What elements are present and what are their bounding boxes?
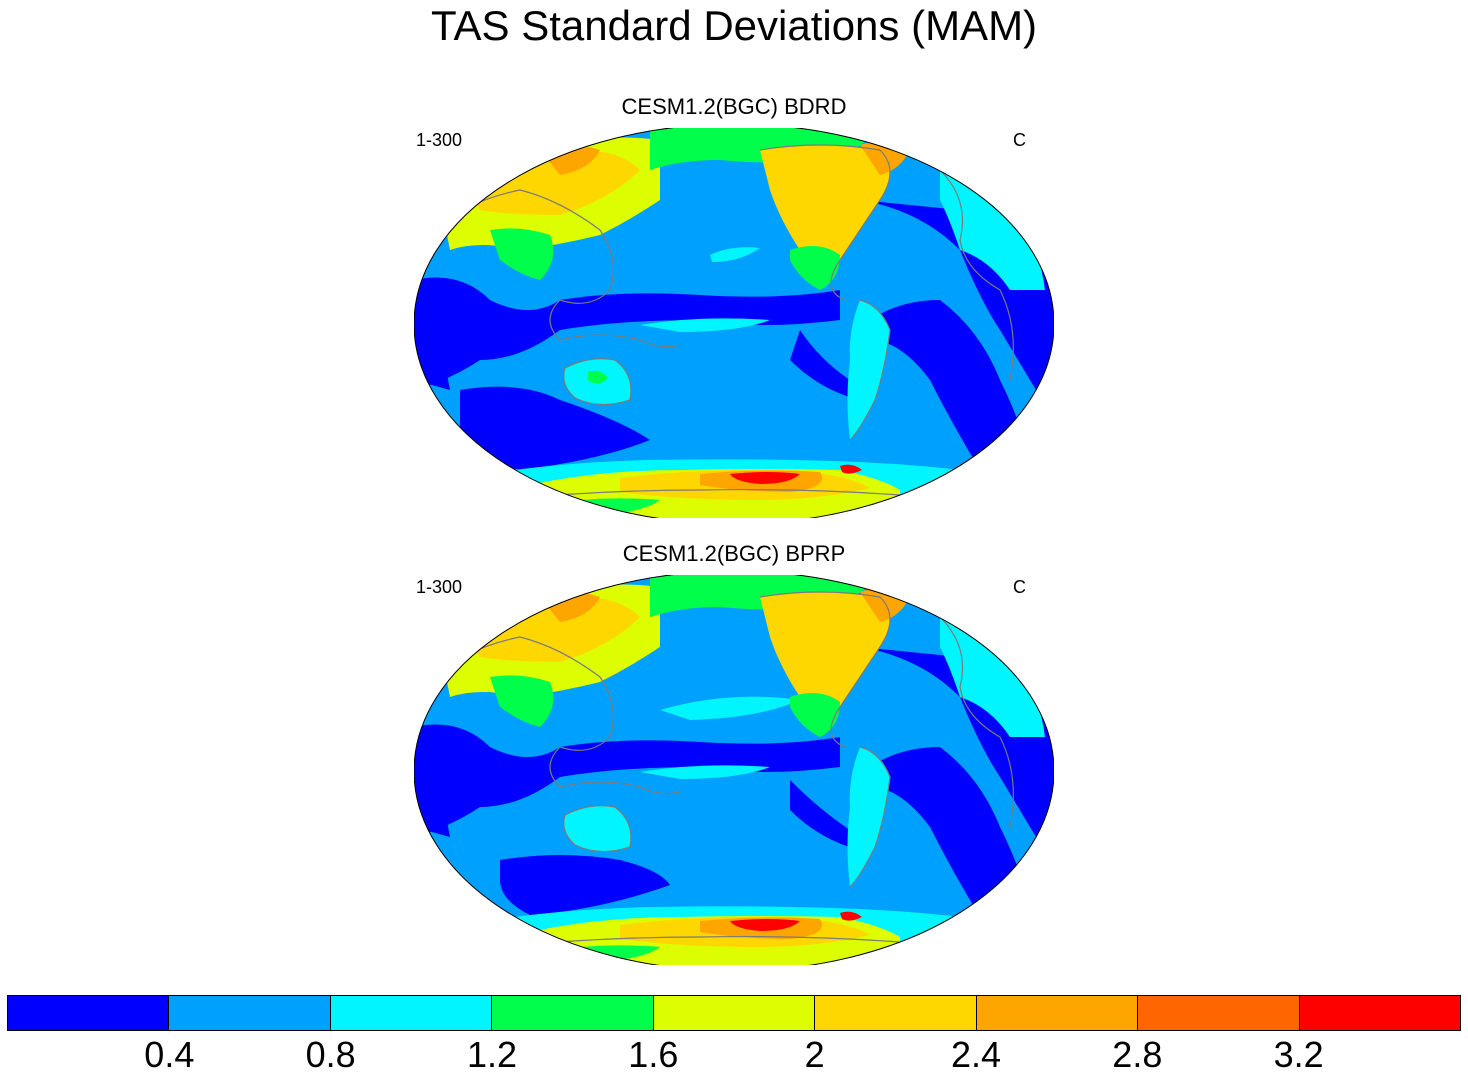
antarctica-region: [840, 911, 862, 921]
north-america-region: [880, 135, 900, 146]
asia-region: [470, 150, 640, 215]
moderate-variance-region: [640, 318, 770, 332]
europe-region: [940, 170, 1045, 290]
north-america-region: [790, 246, 840, 290]
colorbar-segment: [653, 996, 816, 1030]
colorbar: [7, 995, 1461, 1031]
low-variance-region: [870, 300, 1030, 470]
colorbar-tick-label: 2.4: [950, 1034, 1002, 1075]
moderate-variance-region: [640, 765, 770, 779]
low-variance-region: [500, 855, 670, 915]
low-variance-region: [870, 747, 1030, 917]
colorbar-tick-label: 2: [804, 1034, 825, 1075]
map-panel-1: [414, 128, 1054, 518]
asia-region: [490, 675, 554, 727]
australia-region: [563, 805, 631, 852]
antarctica-region: [730, 919, 800, 931]
low-variance-region: [460, 386, 650, 470]
panel-2-right-label: C: [1013, 577, 1026, 597]
low-variance-region: [414, 727, 450, 837]
moderate-variance-region: [660, 696, 800, 720]
panel-1-left-label: 1-300: [416, 130, 463, 150]
north-america-region: [790, 693, 840, 737]
colorbar-tick-label: 1.6: [628, 1034, 679, 1075]
asia-region: [490, 228, 554, 280]
low-variance-region: [790, 780, 860, 850]
low-variance-region: [414, 724, 840, 837]
colorbar-segment: [169, 996, 331, 1030]
australia-region: [588, 370, 608, 384]
panel-1-right-label: C: [1013, 130, 1026, 150]
colorbar-tick-label: 0.4: [144, 1034, 195, 1075]
low-variance-region: [790, 330, 860, 400]
colorbar-segment: [330, 996, 493, 1030]
colorbar-segment: [976, 996, 1139, 1030]
colorbar-tick-label: 0.8: [305, 1034, 356, 1075]
figure-title: TAS Standard Deviations (MAM): [430, 2, 1038, 49]
panel-2-title: CESM1.2(BGC) BPRP: [622, 541, 846, 566]
antarctica-region: [730, 472, 800, 484]
colorbar-tick-label: 3.2: [1273, 1034, 1324, 1075]
antarctica-region: [840, 464, 862, 474]
colorbar-segment: [815, 996, 977, 1030]
colorbar-tick-label: 2.8: [1112, 1034, 1163, 1075]
south-america-region: [847, 747, 890, 887]
colorbar-segment: [1299, 996, 1460, 1030]
low-variance-region: [414, 277, 840, 390]
colorbar-segment: [1138, 996, 1300, 1030]
south-america-region: [847, 300, 890, 440]
map-panel-2: [414, 575, 1054, 965]
colorbar-segment: [492, 996, 654, 1030]
europe-region: [940, 617, 1045, 737]
moderate-variance-region: [710, 247, 760, 262]
colorbar-tick-label: 1.2: [466, 1034, 518, 1075]
panel-1-title: CESM1.2(BGC) BDRD: [621, 94, 847, 119]
low-variance-region: [414, 280, 450, 390]
panel-2-left-label: 1-300: [416, 577, 463, 597]
north-america-region: [880, 582, 900, 593]
maps-canvas: [414, 128, 1054, 965]
asia-region: [470, 597, 640, 662]
colorbar-segment: [8, 996, 170, 1030]
